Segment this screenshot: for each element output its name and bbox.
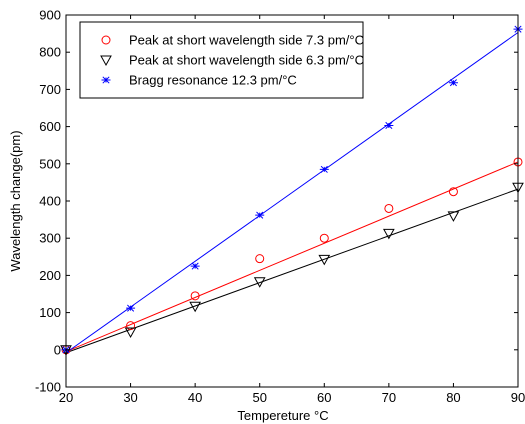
data-point-series-2	[189, 301, 201, 313]
legend: Peak at short wavelength side 7.3 pm/°C P…	[79, 21, 364, 99]
x-tick-label: 80	[446, 390, 460, 405]
x-tick-label: 20	[59, 390, 73, 405]
legend-box	[79, 21, 364, 99]
y-tick-label: 700	[39, 82, 61, 97]
data-point-series-2	[318, 254, 331, 266]
y-tick-label: 0	[54, 342, 61, 357]
y-tick-label: -100	[35, 380, 61, 395]
data-point-series-2	[253, 277, 266, 288]
data-point-series-1	[448, 187, 458, 197]
data-point-series-1	[126, 321, 136, 331]
data-point-series-3	[190, 262, 200, 270]
y-tick-label: 600	[39, 119, 61, 134]
y-tick-label: 500	[39, 156, 61, 171]
legend-marker-series-3	[101, 76, 111, 84]
data-point-series-2	[124, 327, 137, 338]
legend-marker-series-1	[101, 35, 111, 45]
legend-label-series-2: Peak at short wavelength side 6.3 pm/°C	[129, 53, 364, 68]
legend-label-series-3: Bragg resonance 12.3 pm/°C	[129, 73, 297, 88]
y-tick-label: 300	[39, 231, 61, 246]
x-tick-label: 70	[382, 390, 396, 405]
y-tick-label: 400	[39, 194, 61, 209]
legend-marker-series-2	[100, 55, 112, 67]
data-point-series-1	[255, 254, 265, 264]
legend-label-series-1: Peak at short wavelength side 7.3 pm/°C	[129, 33, 364, 48]
y-tick-label: 800	[39, 45, 61, 60]
data-point-series-2	[447, 211, 460, 222]
y-tick-label: 900	[39, 8, 61, 23]
data-point-series-3	[126, 304, 136, 312]
data-point-series-1	[319, 233, 329, 243]
x-tick-label: 60	[317, 390, 331, 405]
x-tick-label: 40	[188, 390, 202, 405]
fit-line-series-1	[65, 161, 519, 353]
fit-line-series-3	[65, 32, 519, 354]
data-point-series-2	[383, 228, 395, 240]
data-point-series-3	[255, 211, 265, 219]
x-tick-label: 30	[123, 390, 137, 405]
data-point-series-3	[448, 79, 458, 87]
data-point-series-1	[384, 203, 394, 213]
data-point-series-3	[319, 165, 329, 173]
data-point-series-3	[384, 121, 394, 130]
x-axis-label: Tempereture °C	[237, 408, 328, 423]
data-point-series-1	[190, 291, 200, 301]
fit-line-series-2	[65, 188, 519, 354]
y-tick-label: 200	[39, 268, 61, 283]
y-tick-label: 100	[39, 305, 61, 320]
y-axis-label: Wavelength change(pm)	[8, 130, 23, 271]
x-tick-label: 90	[511, 390, 525, 405]
x-tick-label: 50	[252, 390, 266, 405]
